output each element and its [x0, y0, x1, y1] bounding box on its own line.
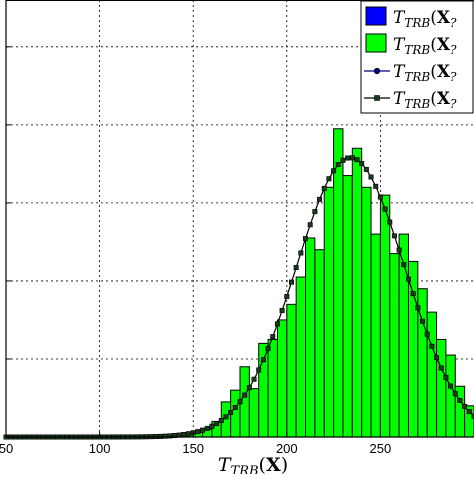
legend-label: TTRB(X?: [393, 62, 457, 84]
fitted-curve-marker: [359, 161, 365, 167]
fitted-curve-marker: [303, 236, 309, 242]
fitted-curve-marker: [218, 418, 224, 424]
fitted-curve-marker: [368, 174, 374, 180]
fitted-curve-marker: [157, 433, 163, 439]
x-tick-label: 50: [0, 441, 13, 456]
fitted-curve-marker: [462, 403, 468, 409]
fitted-curve-marker: [420, 318, 426, 324]
histogram-bar: [436, 338, 447, 438]
fitted-curve-marker: [331, 168, 337, 174]
fitted-curve-marker: [377, 194, 383, 200]
fitted-curve-marker: [466, 409, 472, 415]
legend-marker: [373, 67, 381, 75]
x-tick-label: 250: [370, 441, 392, 456]
fitted-curve-marker: [232, 405, 238, 411]
fitted-curve-marker: [312, 209, 318, 215]
fitted-curve-marker: [298, 250, 304, 256]
fitted-curve-marker: [429, 343, 435, 349]
histogram-bar: [333, 128, 344, 438]
legend-label: TTRB(X?: [393, 8, 457, 30]
histogram-bar: [370, 233, 381, 438]
fitted-curve-marker: [424, 331, 430, 337]
fitted-curve-marker: [448, 383, 454, 389]
histogram-bar: [314, 249, 325, 438]
fitted-curve-marker: [349, 155, 355, 161]
x-tick-label: 200: [276, 441, 298, 456]
fitted-curve-marker: [434, 355, 440, 361]
fitted-curve-marker: [405, 276, 411, 282]
histogram-bar: [305, 237, 316, 438]
x-tick-label: 100: [89, 441, 111, 456]
histogram-bar: [426, 311, 438, 438]
legend-swatch: [365, 33, 387, 53]
fitted-curve-marker: [274, 321, 280, 327]
fitted-curve-marker: [443, 374, 449, 380]
fitted-curve-marker: [288, 279, 294, 285]
legend-marker: [374, 95, 380, 101]
fitted-curve-marker: [195, 429, 201, 435]
histogram-bar: [295, 276, 307, 438]
fitted-curve-marker: [200, 427, 206, 433]
histogram-bar: [351, 147, 363, 438]
histogram-bar: [407, 260, 419, 438]
fitted-curve-marker: [204, 425, 210, 431]
fitted-curve-marker: [293, 265, 299, 271]
legend-swatch: [365, 6, 387, 26]
histogram-bar: [342, 175, 353, 438]
histogram-bar: [276, 319, 288, 438]
fitted-curve-marker: [186, 431, 192, 437]
legend-label: TTRB(X?: [393, 35, 457, 57]
fitted-curve-marker: [270, 334, 276, 340]
fitted-curve-marker: [279, 307, 285, 313]
fitted-curve-marker: [162, 433, 168, 439]
fitted-curve-marker: [321, 185, 327, 191]
histogram-bar: [323, 186, 335, 438]
fitted-curve-marker: [209, 423, 215, 429]
legend-label: TTRB(X?: [393, 89, 457, 111]
histogram-bar: [379, 194, 391, 438]
fitted-curve-marker: [382, 206, 388, 212]
fitted-curve-marker: [396, 247, 402, 253]
fitted-curve-marker: [223, 414, 229, 420]
fitted-curve-marker: [438, 365, 444, 371]
fitted-curve-marker: [214, 421, 220, 427]
fitted-curve-marker: [354, 157, 360, 163]
histogram-bar: [248, 388, 260, 438]
fitted-curve-marker: [307, 222, 313, 228]
legend: TTRB(X? TTRB(X? TTRB(X? TTRB(X?: [360, 0, 474, 114]
fitted-curve-marker: [410, 291, 416, 297]
fitted-curve-marker: [415, 305, 421, 311]
fitted-curve-marker: [260, 357, 266, 363]
fitted-curve-marker: [246, 385, 252, 391]
histogram-bar: [361, 186, 372, 438]
fitted-curve-marker: [457, 397, 463, 403]
fitted-curve-marker: [284, 293, 290, 299]
fitted-curve-marker: [335, 162, 341, 168]
fitted-curve-marker: [363, 166, 369, 172]
fitted-curve-marker: [340, 157, 346, 163]
fitted-curve-marker: [181, 431, 187, 437]
fitted-curve-marker: [251, 376, 257, 382]
fitted-curve-marker: [256, 367, 262, 373]
histogram-bar: [267, 338, 278, 438]
fitted-curve-marker: [345, 155, 351, 161]
x-tick-label: 150: [182, 441, 204, 456]
fitted-curve-marker: [317, 196, 323, 202]
fitted-curve-marker: [242, 392, 248, 398]
fitted-curve-marker: [373, 183, 379, 189]
fitted-curve-marker: [237, 399, 243, 405]
histogram-bar: [389, 253, 400, 438]
fitted-curve-marker: [401, 262, 407, 268]
fitted-curve-marker: [452, 391, 458, 397]
histogram-bar: [286, 303, 297, 438]
fitted-curve-marker: [387, 219, 393, 225]
x-tick-labels: 50 100 150 200 250: [0, 441, 391, 456]
fitted-curve-marker: [265, 346, 271, 352]
fitted-curve-marker: [391, 233, 397, 239]
fitted-curve-marker: [228, 410, 234, 416]
fitted-curve-marker: [326, 176, 332, 182]
